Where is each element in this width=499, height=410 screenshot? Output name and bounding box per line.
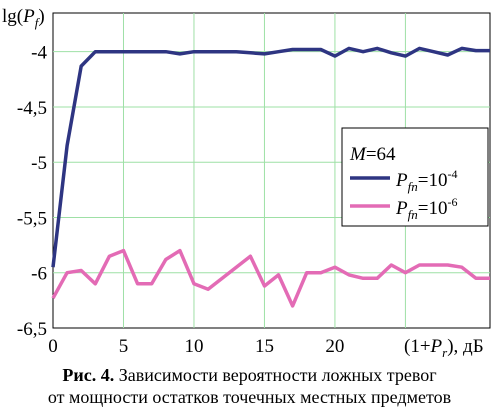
- x-tick-label: 0: [48, 336, 58, 357]
- series-group: [51, 46, 490, 308]
- chart: -4 -4,5 -5 -5,5 -6 -6,5 0 5 10 15 20 lg(Pf) (1+Pr…: [2, 6, 491, 360]
- legend-title: M=64: [349, 144, 396, 165]
- y-tick-label: -4,5: [17, 98, 47, 119]
- y-tick-label: -5: [31, 153, 47, 174]
- x-tick-label: 10: [184, 336, 203, 357]
- legend-entry-pfn-1e-6: Pfn=10-6: [395, 195, 457, 222]
- figure-caption: Рис. 4. Зависимости вероятности ложных т…: [0, 364, 499, 408]
- y-tick-label: -5,5: [17, 208, 47, 229]
- y-axis-label: lg(Pf): [2, 6, 45, 30]
- series-line-0: [51, 46, 490, 268]
- series-line-1: [51, 248, 490, 308]
- caption-label: Рис. 4.: [62, 365, 115, 385]
- legend-entry-pfn-1e-4: Pfn=10-4: [395, 167, 457, 194]
- x-tick-label: 5: [119, 336, 129, 357]
- caption-text-1: Зависимости вероятности ложных тревог: [114, 365, 437, 385]
- x-tick-label: 20: [325, 336, 344, 357]
- y-tick-labels: -4 -4,5 -5 -5,5 -6 -6,5: [17, 43, 48, 340]
- x-tick-labels: 0 5 10 15 20: [48, 336, 344, 357]
- x-tick-label: 15: [255, 336, 274, 357]
- y-tick-label: -6: [31, 264, 47, 285]
- y-tick-label: -6,5: [17, 319, 47, 340]
- plot-frame: [52, 12, 491, 329]
- y-tick-label: -4: [31, 43, 47, 64]
- caption-line-2: от мощности остатков точечных местных пр…: [47, 387, 452, 407]
- legend: M=64 Pfn=10-4 Pfn=10-6: [341, 127, 489, 227]
- x-axis-label: (1+Pr), дБ: [404, 336, 484, 360]
- caption-line-1: Рис. 4. Зависимости вероятности ложных т…: [0, 364, 499, 386]
